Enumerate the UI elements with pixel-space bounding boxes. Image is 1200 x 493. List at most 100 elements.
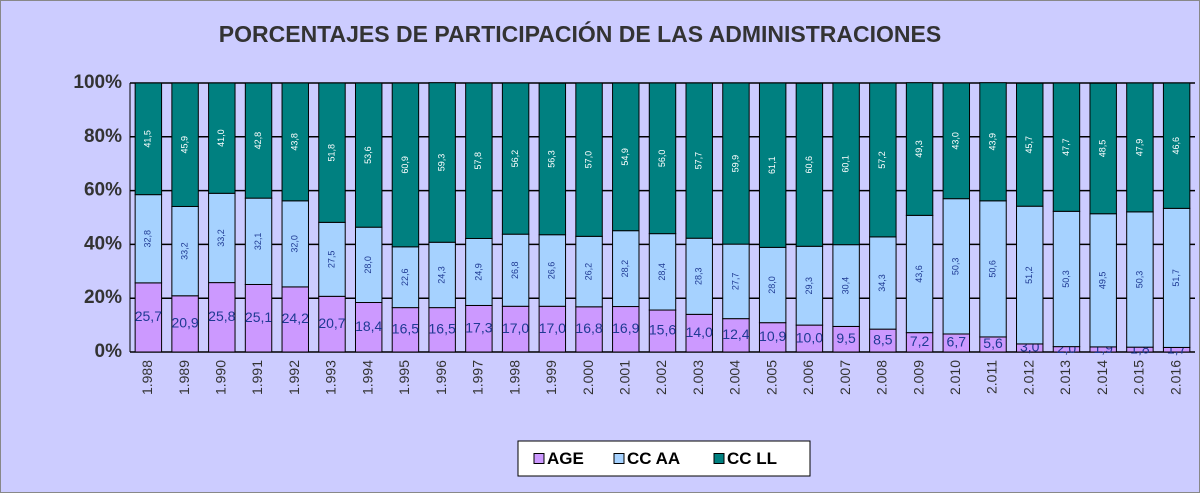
data-label: 24,9: [473, 263, 483, 281]
bar-segment: [428, 82, 456, 243]
bar-segment: [318, 221, 346, 297]
data-label: 12,4: [722, 326, 749, 342]
bar-segment: [354, 82, 383, 228]
data-label: 57,2: [877, 151, 887, 169]
data-label: 25,1: [245, 309, 272, 325]
bar-segment: [538, 234, 567, 307]
bar-segment: [171, 295, 199, 353]
bar-segment: [208, 282, 236, 353]
data-label: 32,1: [253, 233, 263, 251]
data-label: 60,6: [804, 156, 814, 174]
legend-swatch: [613, 453, 625, 464]
x-tick-label: 2.010: [947, 360, 963, 395]
data-label: 59,9: [730, 155, 740, 173]
bar-segment: [942, 82, 971, 200]
bar-segment: [318, 295, 346, 353]
bar-segment: [722, 318, 750, 353]
data-label: 10,9: [759, 328, 786, 344]
data-label: 60,1: [840, 155, 850, 173]
data-label: 51,2: [1024, 266, 1034, 284]
data-label: 51,7: [1171, 269, 1181, 287]
bar-segment: [1052, 210, 1081, 348]
x-tick-label: 2.005: [763, 360, 779, 395]
data-label: 48,5: [1098, 140, 1108, 158]
data-label: 50,6: [987, 260, 997, 278]
bar-segment: [281, 200, 309, 288]
data-label: 53,6: [363, 146, 373, 164]
bar-segment: [722, 82, 750, 245]
bar-segment: [832, 325, 860, 353]
legend-box: [517, 440, 811, 477]
x-tick-label: 2.008: [874, 360, 890, 395]
bar-segment: [1162, 82, 1191, 209]
bar-segment: [722, 243, 750, 320]
data-label: 56,0: [657, 150, 667, 168]
x-tick-label: 1.994: [359, 360, 375, 395]
data-label: 46,6: [1171, 137, 1181, 155]
data-label: 22,6: [400, 268, 410, 286]
data-label: 33,2: [216, 229, 226, 247]
x-tick-label: 2.004: [727, 360, 743, 395]
bar-segment: [1089, 82, 1117, 215]
data-label: 16,9: [612, 320, 639, 336]
bar-segment: [1016, 205, 1044, 345]
data-label: 42,8: [253, 132, 263, 150]
bar-segment: [869, 236, 897, 330]
bar-segment: [134, 282, 163, 353]
bar-segment: [354, 302, 383, 353]
data-label: 54,9: [620, 148, 630, 166]
x-tick-label: 2.009: [910, 360, 926, 395]
x-tick-label: 2.006: [800, 360, 816, 395]
x-tick-label: 2.011: [984, 360, 1000, 394]
x-tick-label: 1.999: [543, 360, 559, 395]
bar-segment: [869, 82, 897, 238]
x-tick-label: 1.995: [396, 360, 412, 395]
bar-segment: [208, 82, 236, 194]
bar-segment: [134, 194, 163, 284]
data-label: 57,7: [694, 152, 704, 170]
data-label: 50,3: [1061, 270, 1071, 288]
bar-segment: [281, 286, 309, 353]
data-label: 26,6: [547, 262, 557, 280]
data-label: 18,4: [355, 318, 382, 334]
bar-segment: [575, 306, 603, 353]
data-label: 30,4: [840, 277, 850, 295]
data-label: 32,0: [290, 235, 300, 253]
bar-segment: [244, 82, 273, 199]
bar-segment: [281, 82, 309, 202]
bar-segment: [171, 82, 199, 207]
bar-segment: [942, 198, 971, 335]
data-label: 17,3: [465, 319, 492, 335]
data-label: 32,8: [143, 230, 153, 248]
data-label: 41,0: [216, 129, 226, 147]
data-label: 34,3: [877, 274, 887, 292]
bar-segment: [391, 82, 420, 248]
legend-label: CC AA: [627, 449, 680, 468]
data-label: 50,3: [951, 258, 961, 276]
data-label: 20,9: [171, 315, 198, 331]
bar-segment: [612, 230, 640, 308]
data-label: 43,0: [951, 132, 961, 150]
data-label: 41,5: [143, 130, 153, 148]
data-label: 47,7: [1061, 138, 1071, 156]
data-label: 16,8: [575, 320, 602, 336]
x-tick-label: 2.000: [580, 360, 596, 395]
bar-segment: [612, 82, 640, 232]
data-label: 28,4: [657, 263, 667, 281]
bar-segment: [244, 283, 273, 353]
data-label: 56,2: [510, 150, 520, 168]
bar-segment: [465, 237, 493, 306]
y-tick-label: 80%: [84, 126, 122, 147]
bar-segment: [832, 82, 860, 246]
bar-segment: [391, 246, 420, 309]
y-tick-label: 100%: [73, 72, 122, 93]
y-tick-label: 40%: [84, 233, 122, 254]
data-label: 24,3: [437, 266, 447, 284]
x-tick-label: 1.996: [433, 360, 449, 395]
data-label: 50,3: [1134, 271, 1144, 289]
data-label: 17,0: [502, 320, 529, 336]
data-label: 16,5: [392, 321, 419, 337]
bar-segment: [1016, 82, 1044, 207]
bar-segment: [538, 82, 567, 236]
